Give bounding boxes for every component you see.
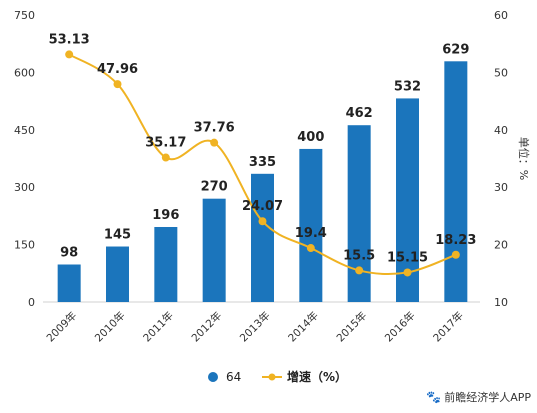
x-tick-label: 2015年	[334, 309, 370, 345]
legend-bar-label: 64	[226, 370, 241, 384]
growth-value-label: 53.13	[49, 32, 90, 47]
y-left-tick-label: 150	[14, 239, 35, 252]
growth-point	[451, 250, 460, 259]
y-left-tick-label: 750	[14, 9, 35, 22]
y-right-tick-label: 50	[494, 66, 508, 79]
growth-value-label: 37.76	[194, 121, 235, 136]
y-right-tick-label: 10	[494, 296, 508, 309]
bar	[106, 246, 129, 302]
growth-value-label: 19.4	[295, 226, 327, 241]
bar	[299, 148, 323, 302]
bar	[347, 125, 371, 302]
legend-bar-marker	[208, 372, 218, 382]
bar-value-label: 196	[152, 208, 179, 223]
bar-value-label: 532	[394, 79, 421, 94]
growth-value-label: 18.23	[435, 233, 476, 248]
bar-value-label: 400	[297, 130, 324, 145]
growth-line	[68, 53, 457, 276]
growth-point	[113, 80, 122, 89]
x-tick-label: 2017年	[430, 309, 466, 345]
bar-value-label: 462	[346, 106, 373, 121]
bar	[396, 98, 419, 303]
growth-point	[355, 266, 364, 275]
x-tick-label: 2016年	[382, 309, 418, 345]
legend-line-label: 增速（%）	[287, 369, 347, 384]
growth-value-label: 15.5	[343, 248, 375, 263]
bar-value-label: 98	[60, 245, 78, 260]
growth-point	[210, 138, 219, 147]
growth-point	[258, 217, 267, 226]
x-tick-label: 2012年	[189, 309, 225, 345]
y-left-tick-label: 450	[14, 124, 35, 137]
y-left-tick-label: 0	[28, 296, 35, 309]
source-credit: 🐾 前瞻经济学人APP	[426, 389, 531, 405]
growth-point	[161, 153, 170, 162]
bar-value-label: 145	[104, 228, 131, 243]
bar	[444, 61, 468, 302]
bar-value-label: 629	[442, 42, 469, 57]
y-right-axis-label: 单位：%	[517, 137, 531, 180]
x-tick-label: 2011年	[140, 309, 176, 345]
y-left-tick-label: 300	[14, 181, 35, 194]
x-tick-label: 2013年	[237, 309, 273, 345]
growth-point	[65, 50, 74, 59]
growth-value-label: 35.17	[145, 136, 186, 151]
bar-value-label: 270	[201, 180, 228, 195]
legend-line-dot	[268, 373, 276, 381]
x-tick-label: 2009年	[44, 309, 80, 345]
y-right-tick-label: 20	[494, 239, 508, 252]
growth-point	[306, 244, 315, 253]
paw-icon: 🐾	[426, 390, 442, 404]
y-left-tick-label: 600	[14, 66, 35, 79]
x-tick-label: 2014年	[285, 309, 321, 345]
bar	[57, 264, 81, 302]
y-right-tick-label: 40	[494, 124, 508, 137]
bar	[202, 198, 226, 302]
credit-text: 前瞻经济学人APP	[444, 391, 531, 404]
growth-point	[403, 268, 412, 277]
growth-value-label: 24.07	[242, 199, 283, 214]
bar-value-label: 335	[249, 155, 276, 170]
growth-value-label: 15.15	[387, 250, 428, 265]
y-right-tick-label: 30	[494, 181, 508, 194]
x-tick-label: 2010年	[92, 309, 128, 345]
bar	[251, 173, 274, 302]
growth-value-label: 47.96	[97, 62, 138, 77]
bar	[154, 226, 178, 302]
y-right-tick-label: 60	[494, 9, 508, 22]
